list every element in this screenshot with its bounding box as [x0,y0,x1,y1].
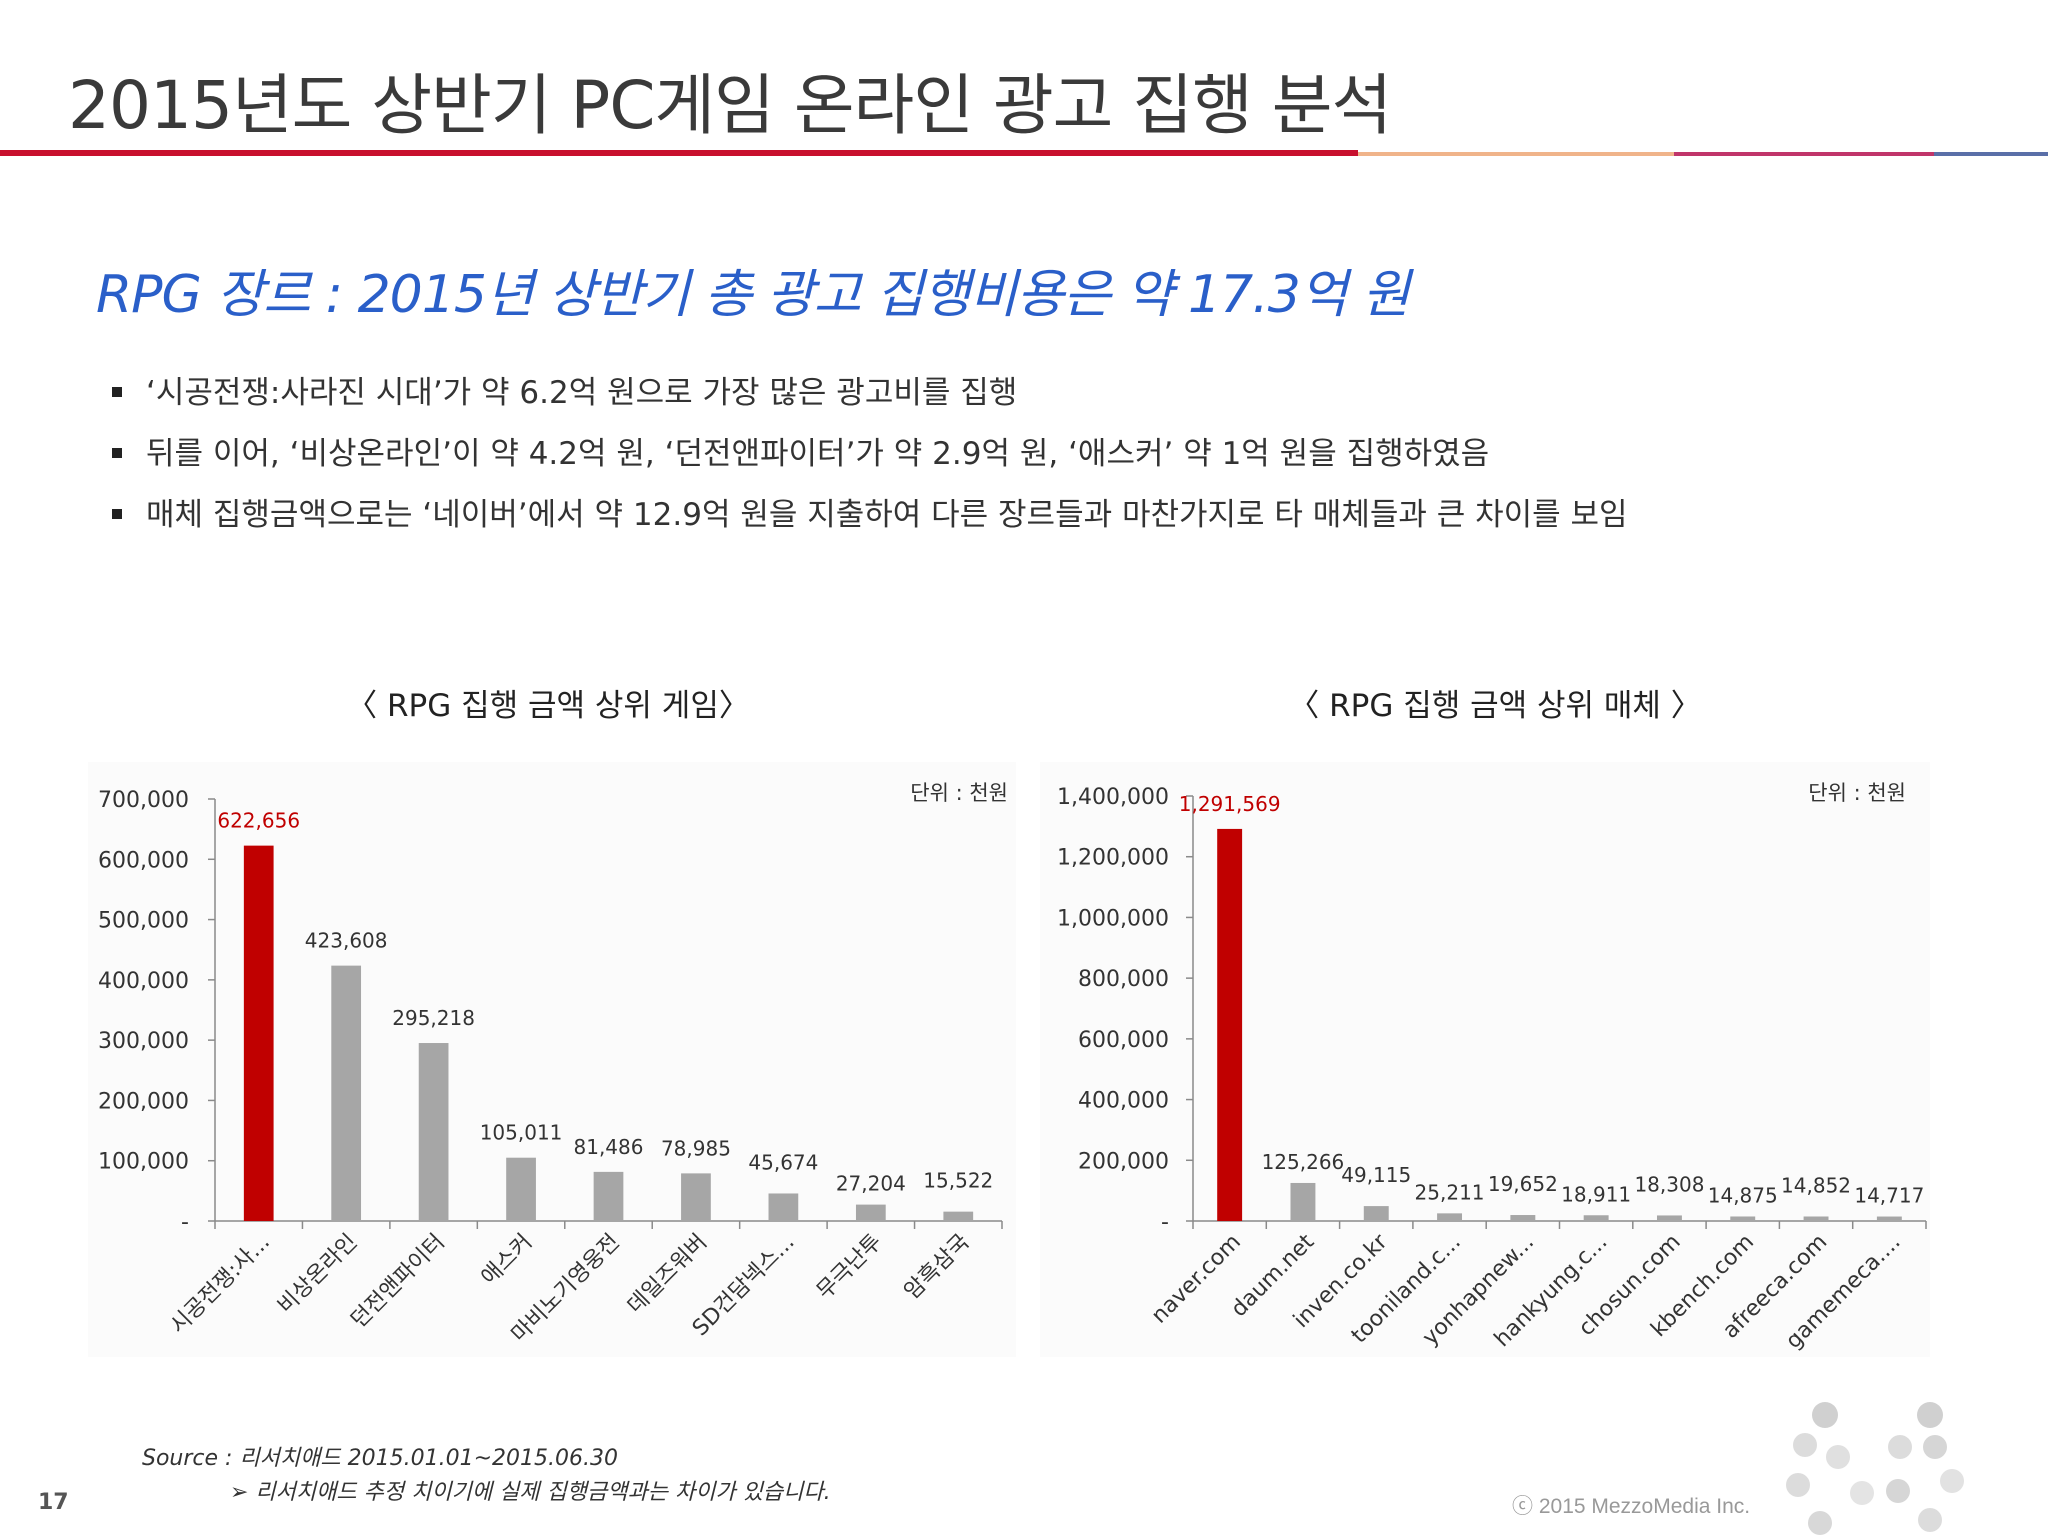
games-category-label: 무극난투 [812,1230,887,1305]
media-value-label: 18,911 [1561,1182,1631,1206]
section-subtitle: RPG 장르 : 2015년 상반기 총 광고 집행비용은 약 17.3억 원 [96,265,1410,325]
games-value-label: 45,674 [748,1150,818,1174]
games-category-label: 데일즈워버 [623,1230,712,1319]
media-value-label: 18,308 [1634,1172,1704,1196]
bullet-marker [112,448,122,458]
title-rule [0,150,1358,156]
media-y-tick-label: 200,000 [1078,1149,1169,1174]
games-y-tick-label: 600,000 [98,848,189,873]
media-category-label: naver.com [1147,1230,1246,1329]
media-y-tick-label: - [1161,1210,1169,1235]
media-value-label: 19,652 [1488,1172,1558,1196]
games-value-label: 27,204 [836,1172,906,1196]
games-y-tick-label: - [181,1210,189,1235]
media-bar [1217,828,1243,1221]
games-y-tick-label: 400,000 [98,969,189,994]
bullet-text: 매체 집행금액으로는 ‘네이버’에서 약 12.9억 원을 지출하여 다른 장르… [146,497,1628,533]
media-y-tick-label: 600,000 [1078,1028,1169,1053]
media-bar [1876,1216,1902,1221]
games-bar [243,845,274,1221]
games-category-label: 암흑삼국 [900,1230,975,1305]
media-bar [1656,1215,1682,1221]
games-category-label: 던전앤파이터 [346,1230,450,1334]
media-value-label: 14,852 [1781,1173,1851,1197]
games-y-tick-label: 100,000 [98,1150,189,1175]
page-number: 17 [38,1490,69,1515]
games-category-label: 비상온라인 [273,1230,362,1319]
media-bar [1437,1213,1463,1221]
media-bar [1290,1182,1316,1221]
bullet-item: ‘시공전쟁:사라진 시대’가 약 6.2억 원으로 가장 많은 광고비를 집행 [110,372,1628,433]
title-rule-accent-1 [1358,152,1674,156]
games-bar [855,1204,886,1221]
page-title: 2015년도 상반기 PC게임 온라인 광고 집행 분석 [68,67,1392,144]
games-y-tick-label: 700,000 [98,788,189,813]
media-bar [1730,1216,1756,1221]
chart-media-title: 〈 RPG 집행 금액 상위 매체 〉 [1288,688,1702,724]
media-bar [1803,1216,1829,1221]
title-rule-accent-2 [1674,152,1934,156]
games-value-label: 423,608 [305,929,388,953]
chart-games-background [88,762,1016,1357]
media-y-tick-label: 400,000 [1078,1089,1169,1114]
games-value-label: 15,522 [923,1169,993,1193]
media-bar [1583,1215,1609,1221]
media-unit-label: 단위 : 천원 [1808,781,1906,805]
games-y-tick-label: 300,000 [98,1029,189,1054]
bullet-item: 뒤를 이어, ‘비상온라인’이 약 4.2억 원, ‘던전앤파이터’가 약 2.… [110,433,1628,494]
games-unit-label: 단위 : 천원 [910,781,1008,805]
games-bar [593,1171,624,1221]
title-rule-accent-3 [1934,152,2048,156]
games-category-label: 애스커 [477,1230,538,1291]
games-bar [768,1193,799,1221]
games-value-label: 81,486 [574,1135,644,1159]
media-value-label: 14,717 [1854,1184,1924,1208]
media-value-label: 25,211 [1415,1180,1485,1204]
media-value-label: 1,291,569 [1179,792,1281,816]
brand-dots-logo [1786,1402,1964,1535]
games-value-label: 622,656 [217,809,300,833]
bullet-marker [112,387,122,397]
chart-games-title: 〈 RPG 집행 금액 상위 게임〉 [346,688,750,724]
media-value-label: 125,266 [1262,1150,1345,1174]
bullet-marker [112,509,122,519]
games-value-label: 105,011 [480,1121,563,1145]
media-bar [1510,1215,1536,1221]
games-category-label: 시공전쟁:사... [166,1230,275,1339]
source-note: ➢ 리서치애드 추정 치이기에 실제 집행금액과는 차이가 있습니다. [230,1480,831,1505]
bullet-item: 매체 집행금액으로는 ‘네이버’에서 약 12.9억 원을 지출하여 다른 장르… [110,494,1628,555]
media-y-tick-label: 1,200,000 [1057,846,1169,871]
media-bar [1363,1206,1389,1221]
media-y-tick-label: 800,000 [1078,967,1169,992]
media-y-tick-label: 1,000,000 [1057,906,1169,931]
games-value-label: 78,985 [661,1136,731,1160]
chart-media-background [1040,762,1930,1357]
copyright-text: ⓒ 2015 MezzoMedia Inc. [1512,1495,1751,1518]
games-bar [681,1173,711,1221]
games-bar [943,1211,974,1221]
source-text: Source : 리서치애드 2015.01.01~2015.06.30 [142,1446,618,1471]
games-y-tick-label: 500,000 [98,909,189,934]
media-value-label: 14,875 [1708,1183,1778,1207]
games-y-tick-label: 200,000 [98,1089,189,1114]
games-bar [506,1157,536,1221]
bullet-list: ‘시공전쟁:사라진 시대’가 약 6.2억 원으로 가장 많은 광고비를 집행 … [110,372,1628,555]
games-value-label: 295,218 [392,1006,475,1030]
bullet-text: ‘시공전쟁:사라진 시대’가 약 6.2억 원으로 가장 많은 광고비를 집행 [146,375,1018,411]
media-y-tick-label: 1,400,000 [1057,785,1169,810]
bullet-text: 뒤를 이어, ‘비상온라인’이 약 4.2억 원, ‘던전앤파이터’가 약 2.… [146,436,1490,472]
games-bar [418,1043,449,1221]
games-bar [331,965,362,1221]
media-value-label: 49,115 [1341,1163,1411,1187]
